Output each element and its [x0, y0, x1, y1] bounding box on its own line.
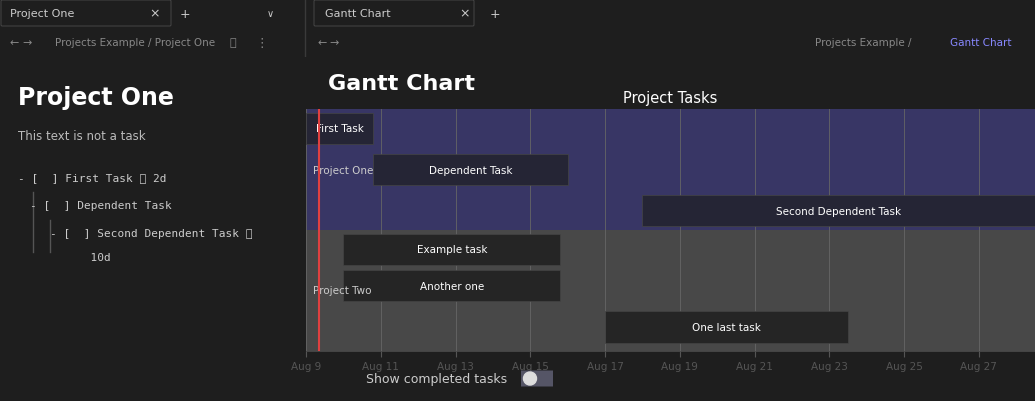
- FancyBboxPatch shape: [643, 195, 1035, 227]
- FancyBboxPatch shape: [1, 1, 171, 27]
- FancyBboxPatch shape: [605, 311, 848, 343]
- Text: Second Dependent Task: Second Dependent Task: [776, 206, 901, 216]
- Title: Project Tasks: Project Tasks: [623, 91, 717, 106]
- Text: Project One: Project One: [10, 9, 75, 19]
- FancyBboxPatch shape: [374, 154, 567, 186]
- Text: Project One: Project One: [314, 165, 374, 175]
- Text: Dependent Task: Dependent Task: [428, 165, 512, 175]
- FancyBboxPatch shape: [344, 234, 560, 265]
- Text: One last task: One last task: [692, 322, 761, 332]
- Text: +: +: [180, 8, 190, 20]
- Bar: [306, 231, 1035, 351]
- Text: ⬜: ⬜: [230, 38, 237, 48]
- Text: →: →: [329, 38, 338, 48]
- Text: Project One: Project One: [18, 86, 174, 110]
- Text: Show completed tasks: Show completed tasks: [366, 372, 507, 385]
- Text: - [  ] First Task 📅 2d: - [ ] First Task 📅 2d: [18, 172, 167, 182]
- Text: Gantt Chart: Gantt Chart: [328, 74, 475, 94]
- FancyBboxPatch shape: [306, 113, 374, 145]
- Bar: [306, 110, 1035, 231]
- Text: - [  ] Second Dependent Task 📅: - [ ] Second Dependent Task 📅: [50, 229, 253, 239]
- FancyBboxPatch shape: [314, 1, 474, 27]
- Text: Gantt Chart: Gantt Chart: [950, 38, 1011, 48]
- Circle shape: [524, 372, 536, 385]
- Text: Gantt Chart: Gantt Chart: [325, 9, 390, 19]
- Text: This text is not a task: This text is not a task: [18, 130, 146, 143]
- Text: 10d: 10d: [50, 252, 111, 262]
- Text: Projects Example / Project One: Projects Example / Project One: [55, 38, 215, 48]
- Text: ⋮: ⋮: [255, 36, 267, 49]
- Text: - [  ] Dependent Task: - [ ] Dependent Task: [30, 200, 172, 211]
- Text: First Task: First Task: [316, 124, 363, 134]
- FancyBboxPatch shape: [521, 371, 553, 387]
- Text: ×: ×: [460, 8, 470, 20]
- Text: Another one: Another one: [419, 281, 484, 291]
- Text: Example task: Example task: [416, 245, 487, 255]
- Text: ←: ←: [317, 38, 326, 48]
- Text: →: →: [22, 38, 31, 48]
- Text: ×: ×: [150, 8, 160, 20]
- Text: Project Two: Project Two: [314, 286, 372, 296]
- Text: +: +: [490, 8, 500, 20]
- Text: Projects Example /: Projects Example /: [815, 38, 915, 48]
- FancyBboxPatch shape: [344, 270, 560, 302]
- Text: ←: ←: [10, 38, 20, 48]
- Text: ∨: ∨: [266, 9, 273, 19]
